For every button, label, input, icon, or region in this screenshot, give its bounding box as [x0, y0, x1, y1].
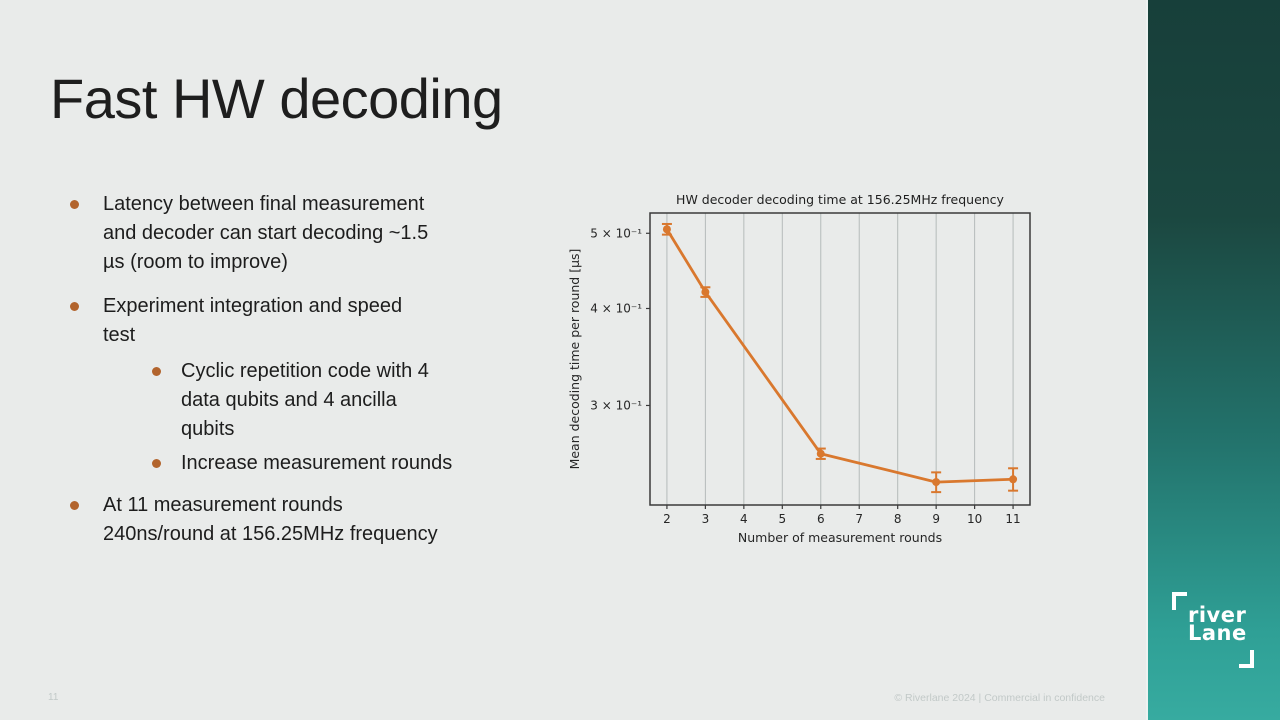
bullet-dot-icon	[70, 501, 79, 510]
bullet-text: At 11 measurement rounds 240ns/round at …	[103, 494, 438, 545]
bullet-text: Latency between final measurement and de…	[103, 193, 429, 273]
decoding-time-chart: 5 × 10⁻¹ 4 × 10⁻¹ 3 × 10⁻¹ 2 3 4 5 6 7 8 9 10 11 HW d…	[565, 188, 1035, 550]
bullet-item: At 11 measurement rounds 240ns/round at …	[70, 491, 550, 549]
svg-text:3: 3	[702, 512, 710, 526]
bullet-text: Cyclic repetition code with 4 data qubit…	[181, 360, 429, 440]
svg-text:8: 8	[894, 512, 902, 526]
bullet-text: Experiment integration and speed test	[103, 295, 403, 346]
logo-text: river Lane	[1188, 603, 1247, 645]
svg-text:9: 9	[932, 512, 940, 526]
svg-text:4 × 10⁻¹: 4 × 10⁻¹	[590, 301, 642, 315]
bullet-list: Latency between final measurement and de…	[70, 190, 550, 549]
bullet-dot-icon	[152, 459, 161, 468]
bullet-dot-icon	[70, 200, 79, 209]
page-number: 11	[48, 692, 59, 703]
svg-text:2: 2	[663, 512, 671, 526]
logo-line2: Lane	[1188, 621, 1247, 645]
sub-bullet-item: Cyclic repetition code with 4 data qubit…	[70, 357, 550, 444]
slide-title: Fast HW decoding	[50, 67, 503, 130]
bullet-text: Increase measurement rounds	[181, 452, 453, 474]
svg-text:5 × 10⁻¹: 5 × 10⁻¹	[590, 226, 642, 240]
svg-text:11: 11	[1005, 512, 1020, 526]
svg-text:10: 10	[967, 512, 982, 526]
footer-copyright: © Riverlane 2024 | Commercial in confide…	[894, 692, 1105, 704]
bullet-dot-icon	[70, 302, 79, 311]
bracket-bottom-right-icon	[1239, 650, 1254, 668]
svg-text:4: 4	[740, 512, 748, 526]
svg-text:Mean decoding time per round [: Mean decoding time per round [µs]	[567, 249, 582, 470]
brand-strip: river Lane	[1146, 0, 1280, 720]
svg-text:Number of measurement rounds: Number of measurement rounds	[738, 530, 942, 545]
svg-text:7: 7	[855, 512, 863, 526]
svg-text:3 × 10⁻¹: 3 × 10⁻¹	[590, 398, 642, 412]
bracket-top-left-icon	[1172, 592, 1187, 610]
bullet-dot-icon	[152, 367, 161, 376]
riverlane-logo: river Lane	[1172, 592, 1258, 670]
svg-text:5: 5	[778, 512, 786, 526]
bullet-item: Latency between final measurement and de…	[70, 190, 550, 277]
svg-text:6: 6	[817, 512, 825, 526]
logo-line1: river	[1188, 603, 1247, 627]
sub-bullet-item: Increase measurement rounds	[70, 449, 550, 478]
bullet-item: Experiment integration and speed test	[70, 292, 550, 350]
svg-text:HW decoder decoding time at 15: HW decoder decoding time at 156.25MHz fr…	[676, 192, 1005, 207]
